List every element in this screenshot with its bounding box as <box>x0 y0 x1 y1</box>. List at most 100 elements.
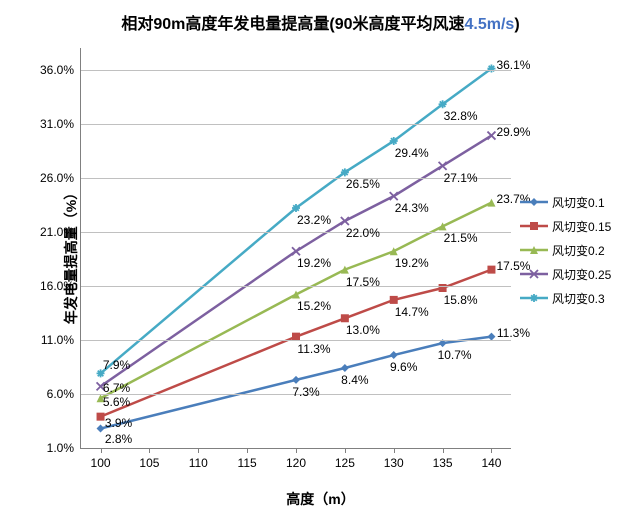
data-label: 19.2% <box>395 256 429 270</box>
chart-container: 相对90m高度年发电量提高量(90米高度平均风速4.5m/s) 年发电量提高量（… <box>0 0 641 515</box>
x-tick-label: 120 <box>276 456 316 470</box>
legend-item: 风切变0.3 <box>520 286 611 310</box>
legend-swatch <box>520 267 548 281</box>
y-tick-label: 36.0% <box>18 63 74 77</box>
series-marker <box>390 351 398 359</box>
x-tick-label: 115 <box>227 456 267 470</box>
x-tick <box>345 448 346 453</box>
data-label: 26.5% <box>346 177 380 191</box>
data-label: 13.0% <box>346 323 380 337</box>
x-tick-label: 110 <box>178 456 218 470</box>
data-label: 11.3% <box>297 342 330 356</box>
data-label: 3.9% <box>105 416 132 430</box>
title-accent: 4.5m/s <box>465 16 515 33</box>
title-suffix: ) <box>514 16 519 33</box>
data-label: 5.6% <box>103 395 130 409</box>
legend-label: 风切变0.15 <box>552 218 611 235</box>
series-marker <box>390 296 398 304</box>
x-tick-label: 125 <box>325 456 365 470</box>
series-marker <box>341 217 349 225</box>
y-tick-label: 21.0% <box>18 225 74 239</box>
x-tick-label: 140 <box>471 456 511 470</box>
data-label: 29.4% <box>395 146 429 160</box>
legend-label: 风切变0.1 <box>552 194 605 211</box>
x-tick-label: 130 <box>374 456 414 470</box>
data-label: 32.8% <box>444 109 478 123</box>
x-tick <box>443 448 444 453</box>
series-marker <box>292 376 300 384</box>
series-marker <box>439 100 447 108</box>
series-marker <box>97 425 105 433</box>
series-marker <box>292 247 300 255</box>
legend: 风切变0.1 风切变0.15 风切变0.2 风切变0.25 风切变0.3 <box>520 190 611 310</box>
data-label: 15.2% <box>297 299 331 313</box>
series-marker <box>292 204 300 212</box>
legend-swatch <box>520 219 548 233</box>
y-tick-label: 11.0% <box>18 333 74 347</box>
data-label: 24.3% <box>395 201 429 215</box>
legend-item: 风切变0.25 <box>520 262 611 286</box>
series-marker <box>97 413 105 421</box>
data-label: 7.3% <box>292 385 319 399</box>
x-tick <box>394 448 395 453</box>
gridline-h <box>81 340 511 341</box>
x-tick <box>198 448 199 453</box>
series-marker <box>487 266 495 274</box>
legend-swatch <box>520 243 548 257</box>
x-tick-label: 100 <box>81 456 121 470</box>
legend-item: 风切变0.2 <box>520 238 611 262</box>
x-tick <box>247 448 248 453</box>
x-axis-label: 高度（m） <box>0 489 641 509</box>
legend-swatch <box>520 195 548 209</box>
data-label: 23.2% <box>297 213 331 227</box>
gridline-h <box>81 70 511 71</box>
data-label: 15.8% <box>444 293 478 307</box>
data-label: 21.5% <box>444 231 478 245</box>
series-marker <box>341 168 349 176</box>
legend-label: 风切变0.3 <box>552 290 605 307</box>
legend-item: 风切变0.1 <box>520 190 611 214</box>
title-prefix: 相对90m高度年发电量提高量(90米高度平均风速 <box>121 16 464 33</box>
y-tick-label: 16.0% <box>18 279 74 293</box>
data-label: 27.1% <box>444 171 478 185</box>
y-tick-label: 31.0% <box>18 117 74 131</box>
data-label: 2.8% <box>105 432 132 446</box>
series-marker <box>487 132 495 140</box>
data-label: 11.3% <box>497 326 530 340</box>
series-marker <box>439 162 447 170</box>
data-label: 7.9% <box>103 358 130 372</box>
plot-area: 1.0%6.0%11.0%16.0%21.0%26.0%31.0%36.0%10… <box>80 48 511 449</box>
y-tick-label: 26.0% <box>18 171 74 185</box>
chart-title: 相对90m高度年发电量提高量(90米高度平均风速4.5m/s) <box>0 10 641 34</box>
legend-label: 风切变0.2 <box>552 242 605 259</box>
x-tick <box>296 448 297 453</box>
data-label: 9.6% <box>390 360 417 374</box>
y-axis-label: 年发电量提高量（%） <box>61 186 81 324</box>
legend-label: 风切变0.25 <box>552 266 611 283</box>
data-label: 22.0% <box>346 226 380 240</box>
series-marker <box>390 192 398 200</box>
data-label: 14.7% <box>395 305 429 319</box>
series-marker <box>390 137 398 145</box>
y-tick-label: 6.0% <box>18 387 74 401</box>
legend-item: 风切变0.15 <box>520 214 611 238</box>
legend-swatch <box>520 291 548 305</box>
x-tick <box>491 448 492 453</box>
data-label: 19.2% <box>297 256 331 270</box>
gridline-h <box>81 124 511 125</box>
x-tick-label: 105 <box>129 456 169 470</box>
x-tick-label: 135 <box>423 456 463 470</box>
data-label: 36.1% <box>496 58 530 72</box>
data-label: 10.7% <box>438 348 472 362</box>
y-tick-label: 1.0% <box>18 441 74 455</box>
data-label: 17.5% <box>346 275 380 289</box>
series-marker <box>341 364 349 372</box>
gridline-h <box>81 286 511 287</box>
data-label: 8.4% <box>341 373 368 387</box>
series-marker <box>341 314 349 322</box>
data-label: 6.7% <box>103 381 130 395</box>
x-tick <box>149 448 150 453</box>
series-marker <box>487 65 495 73</box>
x-tick <box>101 448 102 453</box>
data-label: 29.9% <box>496 125 530 139</box>
